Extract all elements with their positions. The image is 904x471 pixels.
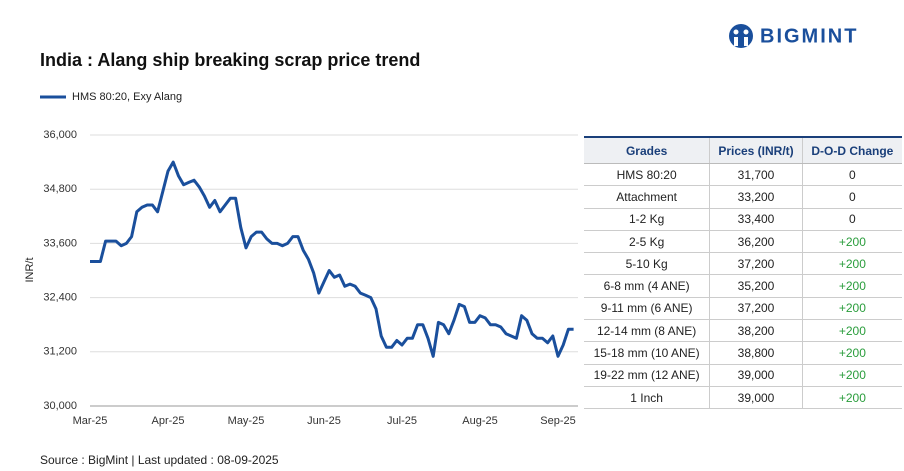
table-cell: 1-2 Kg bbox=[584, 208, 710, 231]
table-row: 1 Inch 39,000 +200 bbox=[584, 386, 902, 410]
logo-icon-dot bbox=[743, 29, 749, 35]
brand-logo: BIGMINT bbox=[729, 24, 858, 48]
table-cell: 38,200 bbox=[709, 319, 803, 343]
table-row: 2-5 Kg 36,200 +200 bbox=[584, 230, 902, 254]
table-cell: +200 bbox=[801, 230, 902, 254]
table-cell: 33,400 bbox=[709, 208, 803, 231]
table-header: Grades Prices (INR/t) D-O-D Change bbox=[584, 136, 902, 164]
table-row: 19-22 mm (12 ANE) 39,000 +200 bbox=[584, 364, 902, 387]
table-cell: 36,200 bbox=[709, 230, 803, 254]
table-row: 6-8 mm (4 ANE) 35,200 +200 bbox=[584, 274, 902, 298]
y-tick-label: 33,600 bbox=[43, 237, 77, 249]
table-row: 5-10 Kg 37,200 +200 bbox=[584, 252, 902, 276]
table-row: HMS 80:20 31,700 0 bbox=[584, 163, 902, 187]
legend-label: HMS 80:20, Exy Alang bbox=[72, 91, 182, 103]
table-row: 1-2 Kg 33,400 0 bbox=[584, 208, 902, 231]
price-table: Grades Prices (INR/t) D-O-D Change HMS 80:2… bbox=[584, 136, 902, 410]
table-cell: Attachment bbox=[584, 185, 710, 209]
table-cell: +200 bbox=[801, 297, 902, 321]
table-cell: 0 bbox=[801, 185, 902, 209]
logo-icon-bar bbox=[734, 37, 738, 46]
table-cell: 37,200 bbox=[709, 252, 803, 276]
table-cell: +200 bbox=[801, 319, 902, 343]
table-cell: +200 bbox=[801, 386, 902, 410]
table-cell: HMS 80:20 bbox=[584, 163, 710, 187]
y-tick-label: 36,000 bbox=[43, 129, 77, 141]
x-tick-label: Sep-25 bbox=[540, 415, 575, 427]
logo-icon bbox=[729, 24, 753, 48]
table-row: 9-11 mm (6 ANE) 37,200 +200 bbox=[584, 297, 902, 321]
logo-icon-bar bbox=[744, 37, 748, 46]
table-cell: 39,000 bbox=[709, 386, 803, 410]
table-cell: 38,800 bbox=[709, 341, 803, 365]
y-tick-label: 32,400 bbox=[43, 292, 77, 304]
x-tick-label: Aug-25 bbox=[462, 415, 497, 427]
table-cell: 37,200 bbox=[709, 297, 803, 321]
table-cell: 6-8 mm (4 ANE) bbox=[584, 274, 710, 298]
price-line bbox=[90, 160, 574, 358]
table-cell: 5-10 Kg bbox=[584, 252, 710, 276]
y-tick-label: 30,000 bbox=[43, 400, 77, 412]
x-tick-label: May-25 bbox=[228, 415, 265, 427]
x-tick-label: Jun-25 bbox=[307, 415, 341, 427]
table-cell: +200 bbox=[801, 252, 902, 276]
table-cell: 31,700 bbox=[709, 163, 803, 187]
table-cell: 9-11 mm (6 ANE) bbox=[584, 297, 710, 321]
table-row: 15-18 mm (10 ANE) 38,800 +200 bbox=[584, 341, 902, 365]
table-cell: 39,000 bbox=[709, 364, 803, 387]
brand-name: BIGMINT bbox=[760, 25, 858, 47]
table-row: Attachment 33,200 0 bbox=[584, 185, 902, 209]
y-axis-title: INR/t bbox=[24, 257, 36, 282]
column-header: Grades bbox=[584, 136, 710, 164]
y-tick-label: 31,200 bbox=[43, 346, 77, 358]
column-header: Prices (INR/t) bbox=[709, 136, 803, 164]
table-cell: 0 bbox=[801, 163, 902, 187]
table-cell: 19-22 mm (12 ANE) bbox=[584, 364, 710, 387]
column-header: D-O-D Change bbox=[801, 136, 902, 164]
table-cell: 2-5 Kg bbox=[584, 230, 710, 254]
x-tick-label: Jul-25 bbox=[387, 415, 417, 427]
table-cell: 35,200 bbox=[709, 274, 803, 298]
table-cell: 1 Inch bbox=[584, 386, 710, 410]
x-tick-label: Apr-25 bbox=[151, 415, 184, 427]
chart-title: India : Alang ship breaking scrap price … bbox=[40, 50, 420, 70]
y-tick-label: 34,800 bbox=[43, 183, 77, 195]
logo-icon-dot bbox=[733, 29, 739, 35]
table-cell: +200 bbox=[801, 341, 902, 365]
table-cell: 33,200 bbox=[709, 185, 803, 209]
table-cell: 15-18 mm (10 ANE) bbox=[584, 341, 710, 365]
table-cell: +200 bbox=[801, 274, 902, 298]
source-note: Source : BigMint | Last updated : 08-09-… bbox=[40, 453, 279, 467]
x-tick-label: Mar-25 bbox=[73, 415, 108, 427]
table-cell: 12-14 mm (8 ANE) bbox=[584, 319, 710, 343]
table-row: 12-14 mm (8 ANE) 38,200 +200 bbox=[584, 319, 902, 343]
table-cell: +200 bbox=[801, 364, 902, 387]
table-cell: 0 bbox=[801, 208, 902, 231]
